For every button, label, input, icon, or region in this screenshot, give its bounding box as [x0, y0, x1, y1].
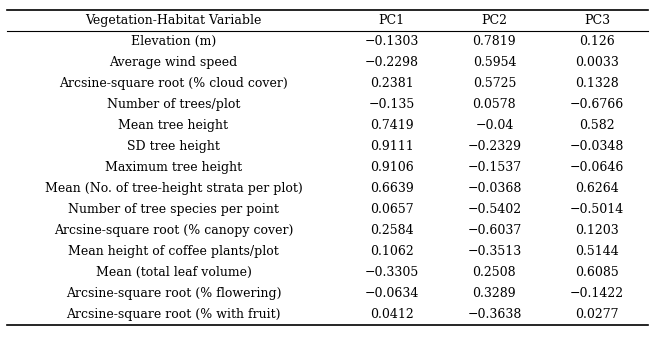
Text: −0.0348: −0.0348 — [570, 140, 624, 153]
Text: 0.7819: 0.7819 — [472, 35, 516, 48]
Text: −0.1537: −0.1537 — [467, 161, 521, 174]
Text: Arcsine-square root (% canopy cover): Arcsine-square root (% canopy cover) — [54, 224, 293, 237]
Text: 0.0412: 0.0412 — [370, 308, 413, 321]
Text: PC1: PC1 — [379, 15, 405, 27]
Text: 0.2381: 0.2381 — [370, 77, 413, 90]
Text: 0.6639: 0.6639 — [370, 182, 413, 195]
Text: Arcsine-square root (% with fruit): Arcsine-square root (% with fruit) — [66, 308, 281, 321]
Text: Mean (total leaf volume): Mean (total leaf volume) — [96, 266, 252, 279]
Text: 0.0578: 0.0578 — [472, 98, 516, 111]
Text: 0.5725: 0.5725 — [473, 77, 516, 90]
Text: Maximum tree height: Maximum tree height — [105, 161, 242, 174]
Text: Mean tree height: Mean tree height — [119, 119, 229, 132]
Text: −0.1303: −0.1303 — [364, 35, 419, 48]
Text: 0.1328: 0.1328 — [575, 77, 619, 90]
Text: 0.1062: 0.1062 — [370, 245, 413, 258]
Text: 0.9106: 0.9106 — [370, 161, 413, 174]
Text: 0.9111: 0.9111 — [370, 140, 413, 153]
Text: 0.2584: 0.2584 — [370, 224, 413, 237]
Text: SD tree height: SD tree height — [127, 140, 220, 153]
Text: 0.0657: 0.0657 — [370, 203, 413, 216]
Text: −0.2298: −0.2298 — [365, 56, 419, 69]
Text: 0.6264: 0.6264 — [575, 182, 619, 195]
Text: 0.6085: 0.6085 — [575, 266, 619, 279]
Text: −0.1422: −0.1422 — [570, 287, 624, 300]
Text: Mean (No. of tree-height strata per plot): Mean (No. of tree-height strata per plot… — [45, 182, 303, 195]
Text: −0.135: −0.135 — [369, 98, 415, 111]
Text: Arcsine-square root (% flowering): Arcsine-square root (% flowering) — [66, 287, 281, 300]
Text: −0.3513: −0.3513 — [467, 245, 521, 258]
Text: −0.5014: −0.5014 — [570, 203, 624, 216]
Text: −0.6037: −0.6037 — [467, 224, 521, 237]
Text: −0.04: −0.04 — [476, 119, 514, 132]
Text: 0.3289: 0.3289 — [472, 287, 516, 300]
Text: Arcsine-square root (% cloud cover): Arcsine-square root (% cloud cover) — [59, 77, 288, 90]
Text: PC2: PC2 — [481, 15, 508, 27]
Text: −0.5402: −0.5402 — [467, 203, 521, 216]
Text: −0.0646: −0.0646 — [570, 161, 624, 174]
Text: 0.5954: 0.5954 — [473, 56, 516, 69]
Text: 0.2508: 0.2508 — [472, 266, 516, 279]
Text: 0.1203: 0.1203 — [575, 224, 619, 237]
Text: PC3: PC3 — [584, 15, 610, 27]
Text: Vegetation-Habitat Variable: Vegetation-Habitat Variable — [85, 15, 261, 27]
Text: −0.0634: −0.0634 — [364, 287, 419, 300]
Text: 0.7419: 0.7419 — [370, 119, 413, 132]
Text: 0.5144: 0.5144 — [575, 245, 619, 258]
Text: Elevation (m): Elevation (m) — [131, 35, 216, 48]
Text: −0.3305: −0.3305 — [365, 266, 419, 279]
Text: −0.6766: −0.6766 — [570, 98, 624, 111]
Text: −0.0368: −0.0368 — [467, 182, 521, 195]
Text: Average wind speed: Average wind speed — [109, 56, 238, 69]
Text: −0.3638: −0.3638 — [467, 308, 521, 321]
Text: −0.2329: −0.2329 — [468, 140, 521, 153]
Text: Mean height of coffee plants/plot: Mean height of coffee plants/plot — [68, 245, 279, 258]
Text: 0.126: 0.126 — [579, 35, 615, 48]
Text: 0.582: 0.582 — [579, 119, 615, 132]
Text: Number of trees/plot: Number of trees/plot — [107, 98, 240, 111]
Text: Number of tree species per point: Number of tree species per point — [68, 203, 279, 216]
Text: 0.0033: 0.0033 — [575, 56, 619, 69]
Text: 0.0277: 0.0277 — [575, 308, 619, 321]
